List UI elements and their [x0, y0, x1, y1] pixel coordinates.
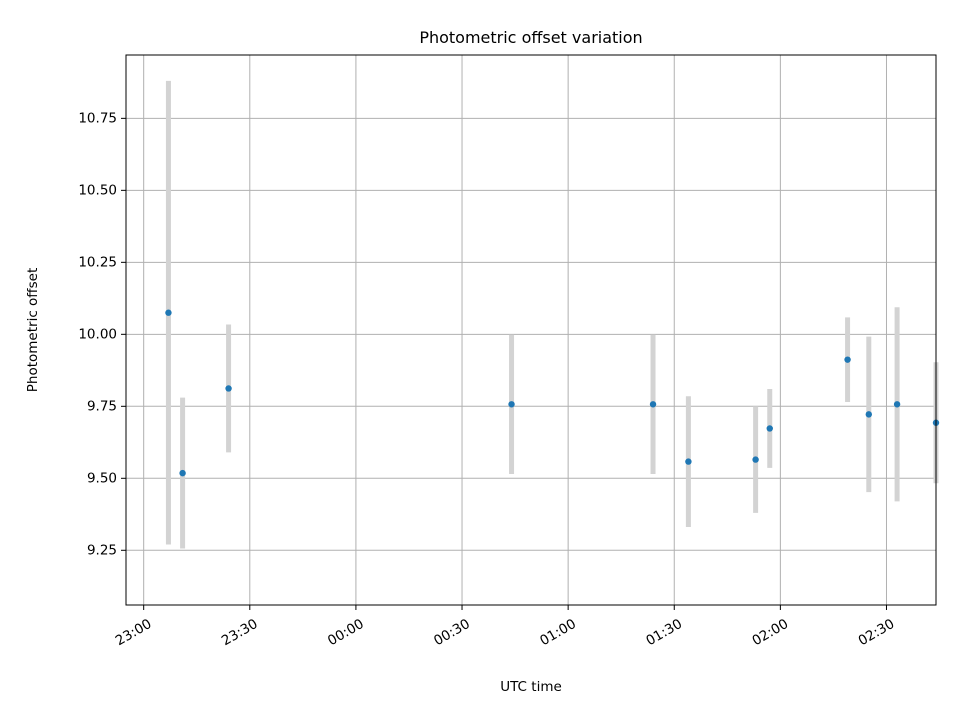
data-point: [766, 425, 773, 432]
plot-area: [126, 55, 936, 605]
y-tick-label: 9.75: [87, 398, 117, 414]
y-axis-ticks: 9.25 9.50 9.75 10.00 10.25 10.50 10.75: [78, 110, 126, 558]
plot-frame: [125, 54, 937, 606]
x-tick-label: 00:30: [431, 616, 473, 649]
x-tick-label: 01:30: [643, 616, 685, 649]
grid: [126, 55, 936, 605]
data-point: [179, 469, 186, 477]
x-tick-label: 01:00: [537, 616, 579, 649]
data-point: [685, 458, 692, 465]
x-tick-label: 02:30: [856, 616, 898, 649]
y-tick-label: 10.75: [78, 110, 117, 126]
data-point: [649, 401, 657, 408]
y-tick-label: 9.50: [87, 470, 117, 486]
x-tick-label: 23:30: [219, 616, 261, 649]
x-tick-label: 23:00: [113, 616, 155, 649]
data-point: [165, 309, 172, 316]
data-point: [865, 411, 872, 418]
y-tick-label: 10.25: [78, 254, 117, 270]
x-tick-label: 02:00: [749, 616, 791, 649]
data-point: [844, 356, 851, 363]
data-point: [893, 401, 901, 408]
data-point: [508, 401, 515, 408]
x-axis-label: UTC time: [500, 679, 562, 695]
data-point: [752, 456, 759, 463]
y-tick-label: 10.50: [78, 182, 117, 198]
chart-title: Photometric offset variation: [419, 28, 642, 47]
y-tick-label: 9.25: [87, 542, 117, 558]
x-axis-ticks: 23:00 23:30 00:00 00:30 01:00 01:30 02:00 02:30…: [113, 605, 898, 649]
data-points: [165, 309, 940, 477]
y-axis-label: Photometric offset: [25, 268, 41, 392]
x-tick-label: 00:00: [325, 616, 367, 649]
data-point: [225, 385, 232, 392]
y-tick-label: 10.00: [78, 326, 117, 342]
